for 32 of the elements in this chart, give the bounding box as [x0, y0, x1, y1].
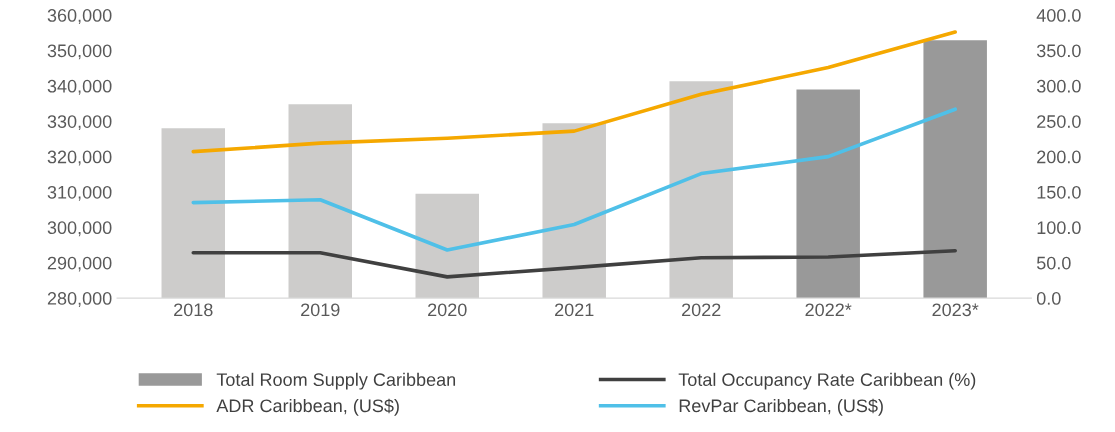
legend-label: Total Room Supply Caribbean	[216, 372, 456, 390]
y2-tick-label: 200.0	[1037, 150, 1081, 164]
y-tick-label: 350,000	[47, 44, 112, 60]
y2-tick-label: 400.0	[1036, 9, 1081, 22]
y2-tick-label: 300.0	[1036, 79, 1081, 93]
y-tick-label: 340,000	[47, 79, 112, 95]
y-tick-label: 300,000	[47, 221, 112, 237]
x-tick-label: 2019	[301, 303, 340, 317]
y-tick-label: 360,000	[47, 9, 112, 24]
legend-label: Total Occupancy Rate Caribbean (%)	[678, 372, 976, 390]
y2-tick-label: 350.0	[1036, 44, 1081, 58]
x-tick-label: 2022	[682, 303, 721, 317]
x-tick-label: 2020	[428, 303, 467, 317]
x-tick-label: 2021	[555, 303, 594, 317]
legend-label: RevPar Caribbean, (US$)	[679, 398, 883, 416]
y2-tick-label: 50.0	[1036, 256, 1071, 270]
line-series	[191, 248, 957, 279]
x-tick-label: 2018	[174, 303, 213, 317]
line-series	[191, 30, 957, 154]
legend-label: ADR Caribbean, (US$)	[216, 398, 399, 416]
y2-tick-label: 0.0	[1036, 292, 1061, 305]
y-tick-label: 320,000	[47, 150, 112, 166]
y-tick-label: 330,000	[47, 115, 112, 131]
y-tick-label: 290,000	[47, 256, 112, 272]
y2-tick-label: 150.0	[1037, 185, 1081, 199]
y-tick-label: 310,000	[47, 185, 112, 201]
x-tick-label: 2023*	[932, 303, 979, 317]
y-tick-label: 280,000	[47, 292, 112, 307]
y2-tick-label: 100.0	[1037, 221, 1081, 235]
y2-tick-label: 250.0	[1037, 115, 1081, 128]
x-tick-label: 2022*	[805, 303, 852, 317]
line-series	[191, 107, 957, 252]
